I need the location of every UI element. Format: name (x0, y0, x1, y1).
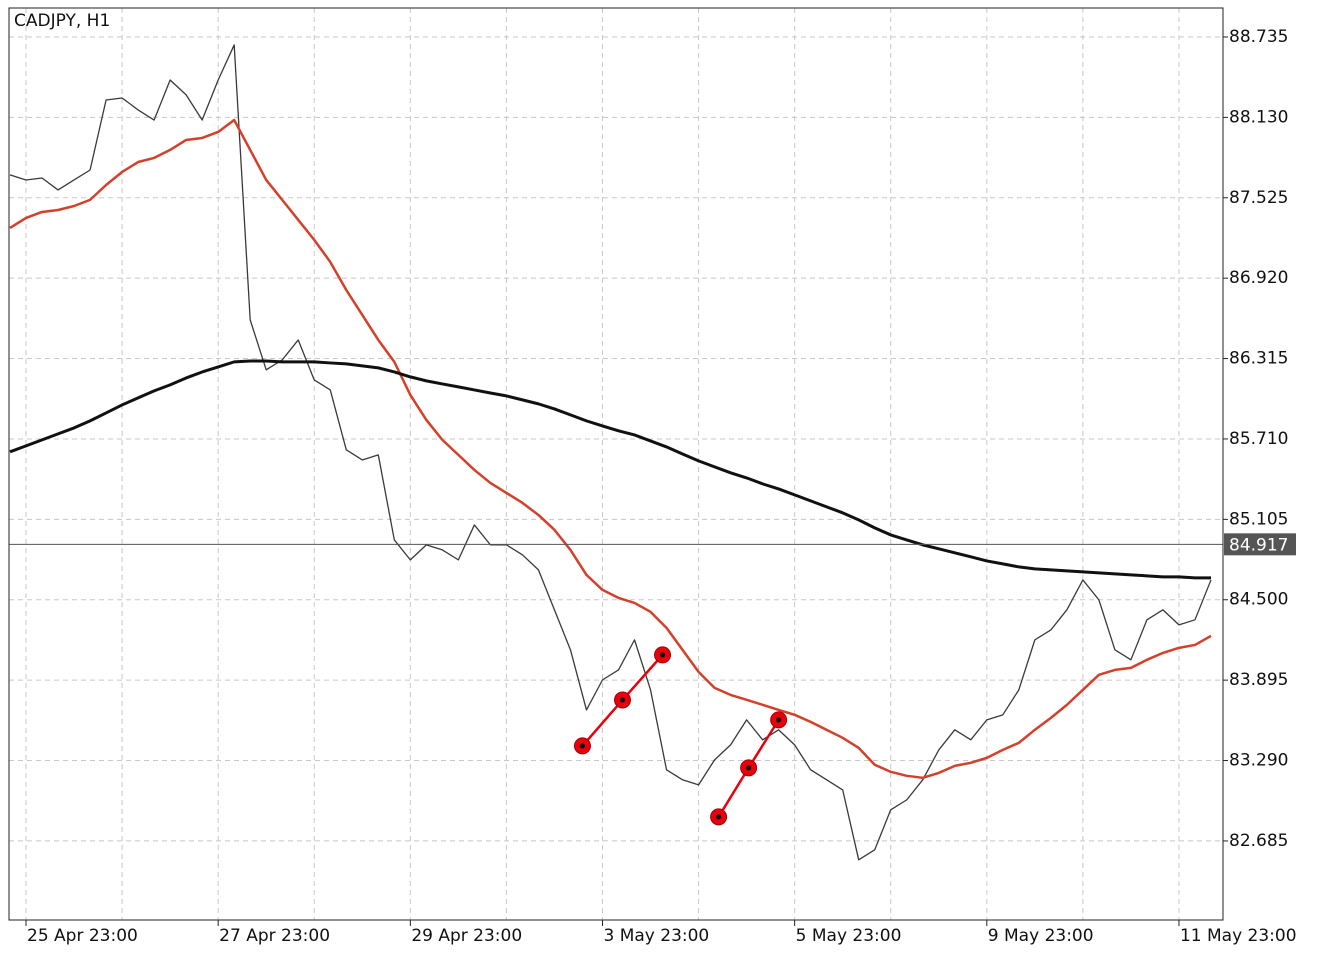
x-tick-label: 9 May 23:00 (988, 926, 1094, 946)
y-tick-label: 88.130 (1229, 107, 1288, 127)
signal-marker-center (659, 652, 666, 658)
y-tick-label: 85.710 (1229, 429, 1288, 449)
y-tick-label: 86.315 (1229, 349, 1288, 369)
current-price-box (1224, 533, 1296, 556)
signal-marker-center (746, 765, 752, 771)
y-tick-label: 82.685 (1229, 831, 1288, 851)
x-tick-label: 3 May 23:00 (603, 926, 709, 946)
y-tick-label: 84.500 (1229, 590, 1288, 610)
y-tick-label: 87.525 (1229, 188, 1288, 208)
chart-title: CADJPY, H1 (14, 11, 110, 31)
current-price-label: 84.917 (1229, 535, 1288, 555)
y-tick-label: 83.290 (1229, 751, 1288, 771)
signal-marker-center (619, 697, 626, 703)
x-tick-label: 27 Apr 23:00 (219, 926, 330, 946)
grid (9, 8, 1223, 920)
y-tick-label: 86.920 (1229, 268, 1288, 288)
x-tick-label: 25 Apr 23:00 (27, 926, 138, 946)
price-line (9, 118, 1212, 780)
price-line (9, 359, 1211, 580)
plot-frame (8, 7, 1224, 921)
plot-area (9, 44, 1223, 861)
y-tick-label: 88.735 (1229, 27, 1288, 47)
price-line (9, 44, 1212, 861)
signal-marker-center (715, 814, 722, 820)
x-tick-label: 29 Apr 23:00 (411, 926, 522, 946)
y-tick-label: 85.105 (1229, 509, 1288, 529)
signal-marker-center (579, 743, 586, 749)
x-tick-label: 5 May 23:00 (796, 926, 902, 946)
x-tick-label: 11 May 23:00 (1180, 926, 1297, 946)
y-tick-label: 83.895 (1229, 670, 1288, 690)
signal-marker-center (776, 717, 782, 723)
